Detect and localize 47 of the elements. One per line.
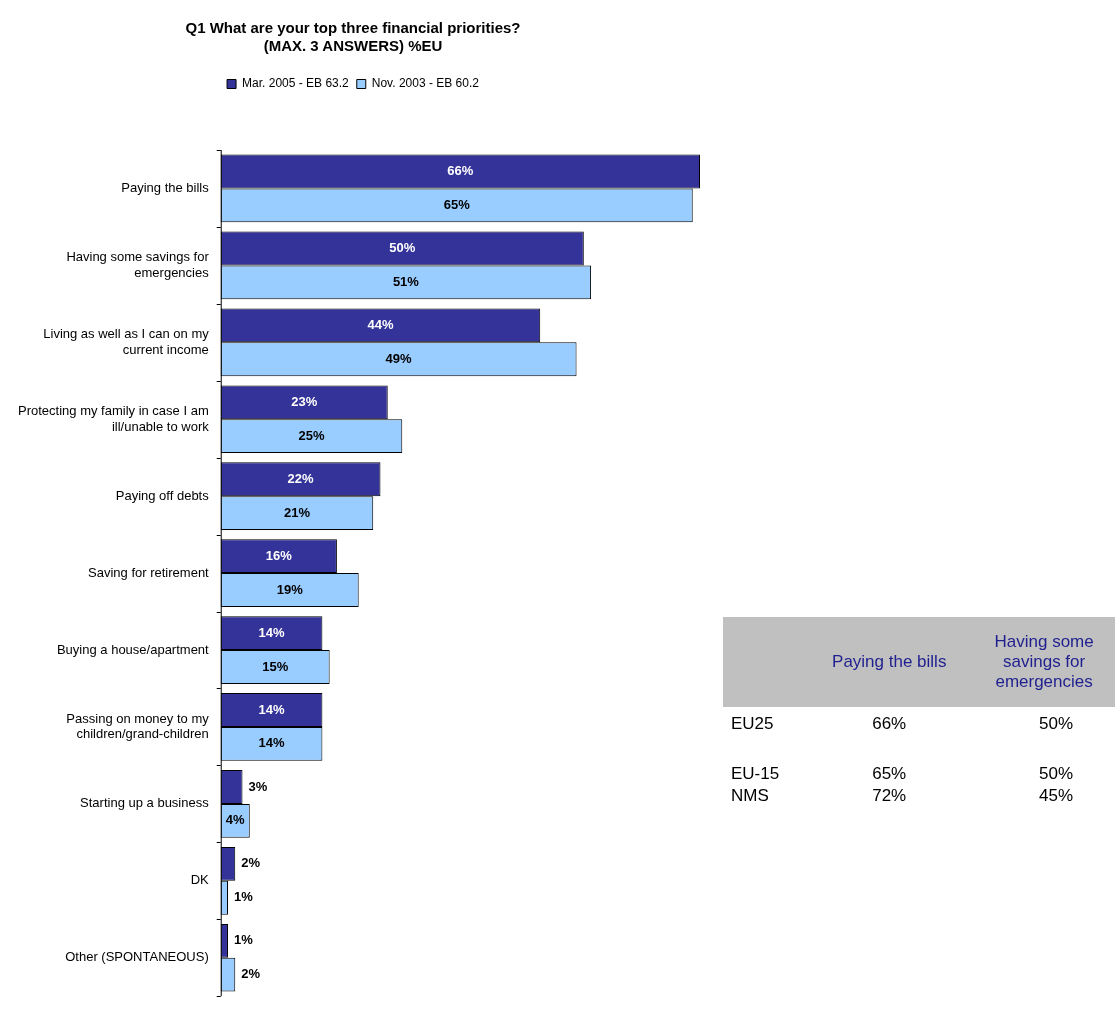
text: 66% bbox=[872, 714, 907, 733]
data-label: 23% bbox=[291, 393, 318, 409]
data-label: 51% bbox=[392, 273, 420, 289]
data-label: 1% bbox=[233, 932, 254, 948]
text: 50% bbox=[1038, 714, 1073, 733]
data-label: 49% bbox=[385, 350, 413, 366]
data-label: 66% bbox=[447, 163, 474, 179]
category-label: Paying the bills bbox=[805, 617, 974, 707]
text: 50% bbox=[1038, 764, 1073, 783]
data-label: 14% bbox=[258, 735, 285, 751]
y-tick-label: Other (SPONTANEOUS) bbox=[65, 949, 209, 965]
text: 72% bbox=[872, 786, 907, 805]
category-label: Having some savings for emergencies bbox=[973, 617, 1115, 707]
data-label: 15% bbox=[262, 658, 289, 674]
data-label: 3% bbox=[248, 778, 268, 794]
data-label: 14% bbox=[258, 624, 285, 640]
data-label: 65% bbox=[443, 196, 471, 212]
text: 65% bbox=[872, 764, 907, 783]
y-tick-label: Passing on money to my children/grand-children bbox=[66, 710, 210, 742]
data-label: 22% bbox=[287, 470, 315, 486]
data-label: 14% bbox=[258, 701, 285, 717]
data-label: 44% bbox=[367, 316, 394, 332]
data-label: 1% bbox=[233, 889, 254, 905]
category-label: EU-15 bbox=[731, 764, 780, 783]
y-tick-label: DK bbox=[190, 872, 210, 888]
data-label: 19% bbox=[276, 581, 304, 597]
y-tick-label: Protecting my family in case I am ill/unable to work bbox=[17, 403, 210, 434]
data-label: 16% bbox=[265, 547, 293, 563]
text: 45% bbox=[1038, 786, 1073, 805]
category-label: EU25 bbox=[731, 714, 774, 733]
y-tick-label: Buying a house/apartment bbox=[56, 641, 210, 657]
y-tick-label: Paying off debts bbox=[115, 487, 210, 503]
category-label: NMS bbox=[731, 786, 769, 805]
data-label: 2% bbox=[241, 966, 261, 982]
legend-label: Nov. 2003 - EB 60.2 bbox=[371, 76, 480, 91]
data-label: 25% bbox=[298, 427, 325, 443]
data-label: 4% bbox=[225, 812, 246, 828]
data-label: 50% bbox=[389, 240, 416, 256]
y-tick-label: Paying the bills bbox=[121, 180, 210, 196]
data-label: 21% bbox=[283, 504, 311, 520]
legend-label: Mar. 2005 - EB 63.2 bbox=[242, 76, 350, 91]
y-tick-label: Saving for retirement bbox=[88, 564, 210, 580]
y-tick-label: Starting up a business bbox=[80, 795, 210, 811]
data-label: 2% bbox=[241, 855, 261, 871]
y-tick-label: Having some savings for emergencies bbox=[66, 249, 210, 280]
y-tick-label: Living as well as I can on my current income bbox=[43, 326, 210, 357]
chart-title: Q1 What are your top three financial priorities? (MAX. 3 ANSWERS) %EU bbox=[185, 19, 521, 55]
